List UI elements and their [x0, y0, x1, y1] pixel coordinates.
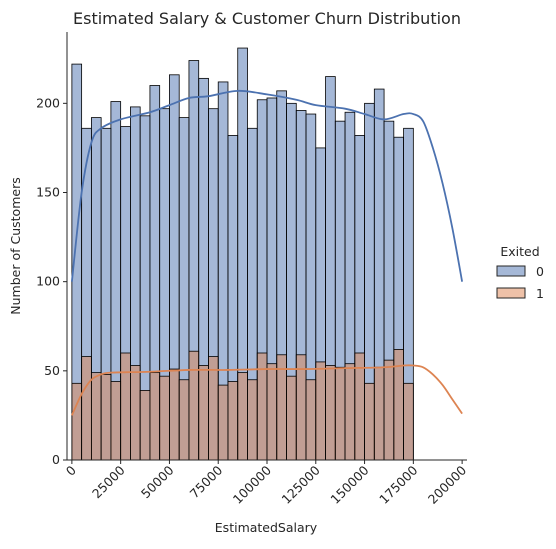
bar-series-1-bin-13 — [198, 365, 209, 461]
y-axis-label: Number of Customers — [8, 177, 23, 314]
bar-series-1-bin-17 — [237, 372, 248, 461]
bar-series-1-bin-6 — [130, 365, 141, 461]
bar-series-1-bin-8 — [149, 372, 161, 461]
bar-series-1-bin-34 — [403, 382, 414, 461]
legend: Exited 0 1 — [496, 244, 544, 301]
bar-series-1-bin-9 — [159, 375, 170, 461]
bar-series-1-bin-23 — [295, 354, 307, 461]
bar-series-1-bin-4 — [110, 381, 122, 461]
bar-series-1-bin-29 — [354, 352, 365, 461]
kde-lines — [70, 89, 464, 416]
bar-series-1-bin-30 — [364, 382, 375, 461]
bar-series-1-bin-14 — [208, 356, 219, 461]
y-tick-label: 50 — [44, 363, 60, 378]
bar-series-1-bin-10 — [169, 368, 180, 461]
kde-line-0 — [70, 89, 464, 282]
bar-series-1-bin-3 — [100, 373, 112, 461]
bar-series-1-bin-21 — [276, 354, 287, 461]
bar-series-1-bin-2 — [90, 372, 102, 461]
legend-entry-0: 0 — [536, 264, 544, 279]
bar-series-1-bin-32 — [383, 359, 395, 461]
bar-series-1-bin-11 — [178, 379, 190, 461]
bar-series-1-bin-18 — [247, 379, 258, 461]
legend-swatch-0 — [496, 265, 526, 277]
bar-series-1-bin-20 — [266, 363, 278, 461]
bar-series-1-bin-26 — [325, 365, 336, 461]
y-axis-ticks: 0 50 100 150 200 — [36, 95, 67, 467]
y-tick-label: 0 — [52, 452, 60, 467]
bar-series-1-bin-25 — [315, 361, 326, 461]
bar-series-1-bin-27 — [334, 366, 346, 461]
bar-series-1-bin-31 — [373, 366, 385, 461]
bar-series-1-bin-16 — [227, 381, 239, 461]
x-axis-label: EstimatedSalary — [215, 520, 318, 535]
bar-series-1-bin-28 — [344, 363, 356, 461]
legend-entry-1: 1 — [536, 286, 544, 301]
kde-line-1 — [71, 364, 463, 416]
legend-title: Exited — [500, 244, 539, 259]
bar-series-1-bin-15 — [217, 384, 229, 461]
bar-series-1-bin-1 — [81, 356, 92, 461]
bar-series-1-bin-22 — [286, 375, 297, 461]
y-tick-label: 200 — [36, 95, 60, 110]
chart-title: Estimated Salary & Customer Churn Distri… — [73, 9, 461, 28]
legend-swatch-1 — [496, 287, 526, 299]
bar-series-1-bin-24 — [305, 379, 317, 461]
bar-series-1-bin-7 — [139, 390, 151, 461]
y-tick-label: 150 — [36, 185, 60, 200]
bar-series-1-bin-0 — [71, 382, 83, 461]
bar-series-1-bin-12 — [188, 350, 200, 461]
bar-series-1-bin-5 — [120, 352, 131, 461]
series-1-bars — [71, 349, 414, 461]
y-tick-label: 100 — [36, 274, 60, 289]
